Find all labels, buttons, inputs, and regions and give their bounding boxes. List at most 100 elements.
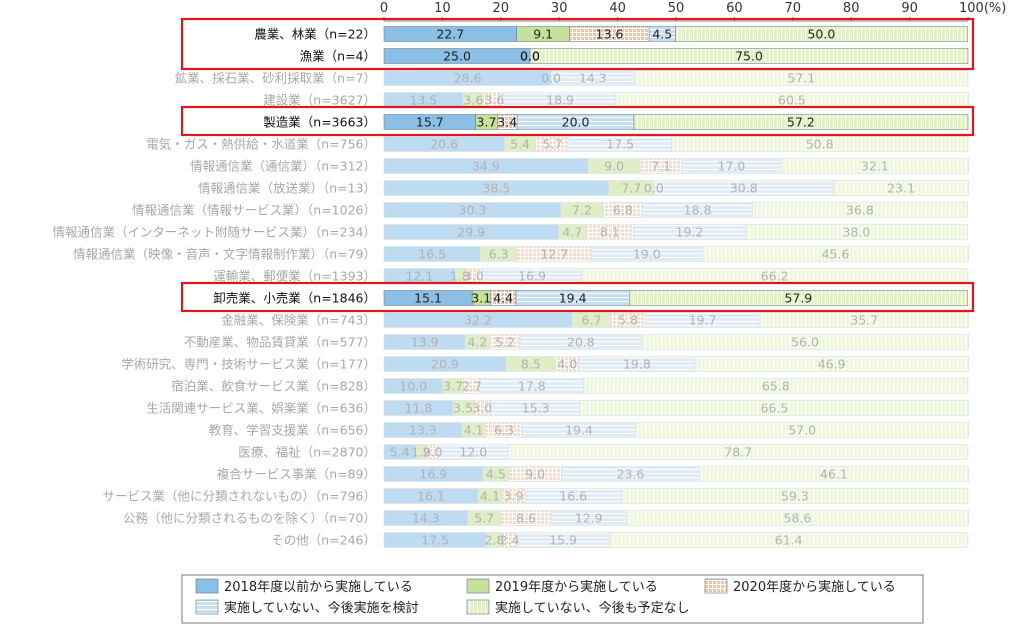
data-label: 23.1 — [887, 181, 915, 196]
data-label: 6.3 — [489, 247, 509, 262]
bar-segments — [383, 290, 968, 306]
data-label: 12.1 — [405, 269, 433, 284]
category-label: 卸売業、小売業（n=1846） — [213, 291, 376, 306]
category-label: 農業、林業（n=22） — [254, 27, 376, 42]
category-label: 公務（他に分類されるものを除く）（n=70） — [123, 511, 376, 526]
category-label: 運輸業、郵便業（n=1393） — [213, 269, 376, 284]
data-label: 17.8 — [518, 379, 546, 394]
data-label: 14.3 — [412, 511, 440, 526]
category-label: 医療、福祉（n=2870） — [238, 445, 376, 460]
bar-row: その他（n=246） 17.5 2.82.4 15.9 61.4 — [271, 532, 969, 548]
bar-row: 公務（他に分類されるものを除く）（n=70） 14.3 5.7 8.6 12.9 58.6 — [123, 510, 969, 526]
data-label: 4.7 — [562, 225, 582, 240]
data-label: 75.0 — [735, 49, 763, 64]
bar-segment — [626, 510, 969, 526]
data-label: 7.2 — [572, 203, 592, 218]
data-label: 6.7 — [582, 313, 602, 328]
data-label: 16.6 — [559, 489, 587, 504]
highlight-boxes — [180, 17, 975, 313]
data-label: 2.7 — [462, 379, 482, 394]
bar-segment — [633, 114, 969, 130]
data-label: 4.2 — [467, 335, 487, 350]
bar-segment — [628, 290, 968, 306]
data-label: 2.0 — [423, 445, 443, 460]
data-label: 5.4 — [510, 137, 530, 152]
bar-row: 運輸業、郵便業（n=1393） 12.1 1.83.0 16.9 66.2 — [213, 268, 969, 284]
data-label: 30.3 — [459, 203, 487, 218]
data-label: 11.8 — [405, 401, 433, 416]
bar-segments — [383, 400, 969, 416]
data-label: 17.5 — [606, 137, 634, 152]
data-label: 57.1 — [787, 71, 815, 86]
data-label: 32.2 — [464, 313, 492, 328]
category-label: 不動産業、物品賃貸業（n=577） — [184, 335, 376, 350]
bar-segment — [701, 246, 969, 262]
data-label: 4.4 — [493, 291, 513, 306]
data-label: 20.8 — [567, 335, 595, 350]
bar-segment — [508, 444, 969, 460]
data-label: 6.3 — [494, 423, 514, 438]
legend-swatch — [704, 578, 728, 594]
data-label: 4.5 — [652, 27, 672, 42]
bar-row: 学術研究、専門・技術サービス業（n=177） 20.9 8.5 4.0 19.8 46.9 — [121, 356, 969, 372]
bar-row: サービス業（他に分類されないもの）（n=796） 16.1 4.1 3.9 16.6 59… — [102, 488, 969, 504]
bar-segments — [383, 224, 968, 240]
x-tick-label: 40 — [609, 1, 626, 16]
data-label: 1.8 — [450, 269, 470, 284]
data-label: 65.8 — [762, 379, 790, 394]
bar-segments — [383, 488, 969, 504]
data-label: 13.9 — [411, 335, 439, 350]
bar-row: 金融業、保険業（n=743） 32.2 6.7 5.8 19.7 35.7 — [221, 312, 969, 328]
x-tick-label: 10 — [434, 1, 451, 16]
data-label: 3.1 — [471, 291, 491, 306]
bar-row: 建設業（n=3627） 13.5 3.6 3.6 18.9 60.5 — [263, 92, 969, 108]
data-label: 57.9 — [784, 291, 812, 306]
category-label: 建設業（n=3627） — [263, 93, 376, 108]
bar-segment — [635, 422, 969, 438]
category-label: 複合サービス事業（n=89） — [217, 467, 376, 482]
bar-segment — [699, 466, 969, 482]
bar-segment — [780, 158, 969, 174]
data-label: 16.5 — [418, 247, 446, 262]
data-label: 20.0 — [562, 115, 590, 130]
bar-segments — [383, 26, 968, 42]
category-label: その他（n=246） — [271, 533, 376, 548]
bar-row: 不動産業、物品賃貸業（n=577） 13.9 4.2 5.2 20.8 56.0 — [184, 334, 969, 350]
data-label: 6.8 — [613, 203, 633, 218]
bar-row: 鉱業、採石業、砂利採取業（n=7） 28.6 0.00.0 14.3 57.1 — [175, 70, 969, 86]
data-label: 78.7 — [724, 445, 752, 460]
data-label: 5.8 — [618, 313, 638, 328]
bar-row: 生活関連サービス業、娯楽業（n=636） 11.8 3.5 3.0 15.3 66.5 — [146, 400, 969, 416]
bar-segments — [383, 312, 969, 328]
data-label: 0.0 — [520, 49, 540, 64]
bar-segments — [383, 532, 969, 548]
bar-row: 複合サービス事業（n=89） 16.9 4.5 9.0 23.6 46.1 — [217, 466, 969, 482]
data-label: 9.1 — [533, 27, 553, 42]
data-label: 2.4 — [500, 533, 520, 548]
data-label: 46.1 — [820, 467, 848, 482]
data-label: 0.0 — [520, 49, 540, 64]
data-label: 1.9 — [411, 445, 431, 460]
bar-segments — [383, 334, 969, 350]
data-label: 14.3 — [579, 71, 607, 86]
bar-row: 漁業（n=4） 25.0 0.00.00.0 75.0 — [300, 48, 969, 64]
legend-frame — [181, 574, 924, 624]
category-label: 教育、学習支援業（n=656） — [209, 423, 376, 438]
x-axis: 0 10 20 30 40 50 60 70 80 90 100(%) — [380, 1, 1006, 22]
data-label: 3.5 — [453, 401, 473, 416]
x-tick-label: 50 — [668, 1, 685, 16]
data-label: 58.6 — [784, 511, 812, 526]
data-label: 3.4 — [497, 115, 517, 130]
data-label: 4.5 — [486, 467, 506, 482]
legend: 2018年度以前から実施している 2019年度から実施している 2020年度から実施… — [181, 574, 924, 624]
bar-segment — [609, 532, 969, 548]
legend-label: 2019年度から実施している — [495, 579, 658, 595]
category-label: 情報通信業（情報サービス業）（n=1026） — [132, 203, 376, 218]
data-label: 15.1 — [414, 291, 442, 306]
bar-segments — [383, 466, 969, 482]
data-label: 17.5 — [421, 533, 449, 548]
bar-segments — [383, 246, 969, 262]
data-label: 30.8 — [730, 181, 758, 196]
data-label: 38.5 — [482, 181, 510, 196]
legend-label: 実施していない、今後も予定なし — [495, 600, 690, 616]
